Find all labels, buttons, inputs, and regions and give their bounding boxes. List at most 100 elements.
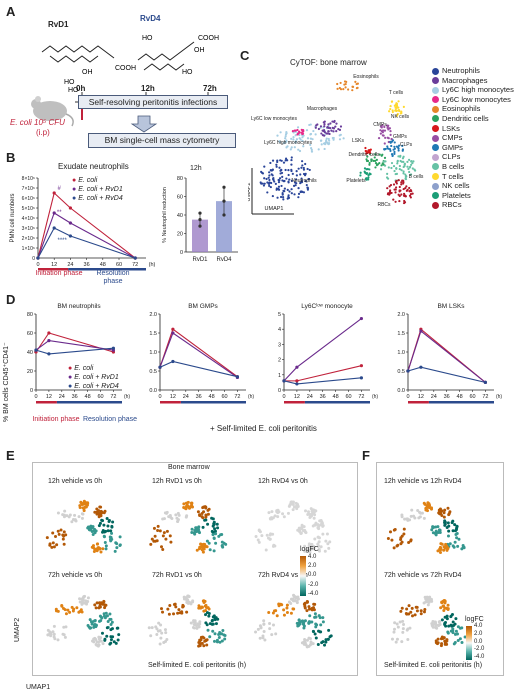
umap-point: [411, 161, 414, 165]
mini-point: [94, 643, 98, 647]
b-ytick-label: 1×10⁶: [22, 246, 35, 252]
umap-point: [279, 131, 282, 134]
mini-point: [313, 523, 317, 527]
umap-point: [301, 164, 304, 167]
umap-point: [378, 153, 381, 156]
panel-label-d: D: [6, 292, 16, 307]
d-xtick-label: 72: [234, 394, 240, 400]
umap-point: [296, 133, 299, 136]
cluster-dc: [365, 152, 387, 169]
mini-cluster: [422, 501, 434, 513]
d-init-bar: [36, 401, 57, 404]
umap-point: [302, 172, 306, 176]
legend-dot: [432, 105, 439, 113]
umap-point: [339, 81, 342, 85]
mini-point: [297, 618, 301, 622]
mini-point: [211, 622, 215, 626]
mini-point: [438, 511, 442, 515]
b-sig-2: **: [57, 210, 62, 216]
mini-point: [206, 508, 210, 512]
mini-point: [440, 513, 444, 517]
mini-cluster: [56, 509, 85, 524]
mini-point: [156, 629, 160, 633]
mini-point: [327, 628, 331, 632]
umap-point: [392, 183, 396, 186]
umap-point: [284, 157, 288, 160]
b-ytick-label: 7×10⁶: [22, 186, 35, 192]
mini-point: [447, 524, 451, 528]
umap-point: [398, 189, 401, 192]
b-ytick-label: 2×10⁶: [22, 236, 35, 242]
b-init-bar: [38, 268, 69, 271]
mini-point: [394, 640, 398, 644]
d-point: [295, 379, 299, 383]
mini-point: [448, 542, 452, 546]
umap-point: [282, 198, 285, 201]
umap-point: [389, 140, 392, 143]
mini-point: [287, 600, 291, 604]
mini-cluster: [302, 599, 317, 613]
umap-point: [294, 134, 297, 137]
mini-point: [109, 628, 113, 632]
d-xtick-label: 72: [110, 394, 116, 400]
mini-point: [103, 606, 107, 610]
umap-point: [365, 159, 369, 163]
mini-point: [328, 540, 332, 544]
umap-point: [287, 194, 290, 197]
mini-point: [276, 515, 280, 519]
mini-point: [186, 504, 190, 508]
mini-point: [199, 542, 203, 546]
cluster-platelets: [359, 167, 372, 181]
b-res-bar: [68, 268, 146, 271]
mini-point: [164, 631, 168, 635]
mini-point: [165, 529, 169, 533]
mini-cluster: [86, 524, 98, 536]
umap-point: [331, 120, 334, 123]
e-tick-4: -4.0: [308, 590, 319, 597]
b-point: [52, 226, 56, 230]
mini-cluster: [307, 612, 325, 629]
d-xtick-label: 36: [196, 394, 202, 400]
mini-point: [224, 542, 228, 546]
mini-point: [196, 623, 200, 627]
mini-point: [52, 545, 56, 549]
mini-point: [270, 510, 274, 514]
mini-point: [280, 603, 284, 607]
mini-point: [442, 608, 446, 612]
d-point: [359, 316, 363, 321]
b-xtick-label: 0: [36, 262, 39, 268]
mini-point: [259, 625, 263, 629]
umap-point: [293, 193, 296, 196]
umap-point: [397, 155, 400, 158]
umap-point: [310, 150, 314, 153]
f-tick-3: -2.0: [474, 646, 485, 653]
umap-point: [381, 124, 384, 127]
mini-point: [52, 632, 56, 636]
mini-cluster: [267, 602, 296, 618]
mini-cluster: [311, 516, 325, 531]
mini-point: [289, 501, 293, 505]
mini-point: [156, 524, 160, 528]
umap-point: [409, 193, 413, 196]
mini-point: [440, 542, 444, 546]
mini-point: [443, 521, 447, 525]
mini-point: [114, 641, 118, 645]
mini-point: [199, 545, 203, 549]
mini-point: [153, 539, 157, 543]
e-title-12h-rvd4: 12h RvD4 vs 0h: [258, 478, 308, 485]
legend-item: Eosinophils: [432, 104, 514, 114]
svg-text:HO: HO: [64, 79, 75, 86]
mini-point: [446, 521, 450, 525]
d-title-2: Ly6Cˡᵒʷ monocyte: [301, 303, 353, 310]
umap-point: [402, 105, 405, 108]
mini-point: [220, 639, 224, 643]
umap-point: [279, 172, 282, 175]
d-ytick-label: 60: [27, 331, 33, 337]
legend-dot: [432, 173, 439, 181]
umap-point: [308, 168, 311, 172]
legend-rvd1: E. coli + RvD1: [78, 186, 123, 193]
umap-point: [365, 151, 369, 155]
mini-point: [396, 543, 400, 547]
mini-point: [305, 638, 309, 642]
mini-point: [221, 628, 225, 632]
